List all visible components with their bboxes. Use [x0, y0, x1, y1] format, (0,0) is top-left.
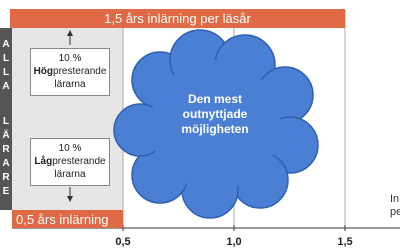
low-box: 10 % Lågpresterande lärarna — [30, 138, 110, 186]
percent: 10 % — [58, 53, 82, 64]
bold-part: Hög — [33, 66, 54, 77]
label: lärarna — [54, 169, 86, 180]
x-tick-label: 1,5 — [337, 236, 352, 248]
rest-part: presterande — [53, 66, 107, 77]
arrow-head — [67, 196, 73, 202]
high-box: 10 % Högpresterande lärarna — [30, 48, 110, 96]
cut-line: pe — [390, 206, 400, 218]
label: lärarna — [54, 79, 86, 90]
label: Högpresterande — [31, 65, 109, 78]
side-label: ALLA LÄRARE — [0, 28, 12, 210]
cut-line: In — [390, 193, 400, 205]
bottom-bar: 0,5 års inlärning — [12, 210, 123, 228]
x-tick-label: 0,5 — [115, 236, 130, 248]
bold-part: Låg — [34, 156, 53, 167]
cloud-text: Den mest outnyttjade möjligheten — [181, 92, 249, 136]
side-word: LÄRARE — [0, 115, 12, 200]
cloud — [113, 29, 319, 219]
top-bar: 1,5 års inlärning per läsår — [10, 9, 345, 28]
percent: 10 % — [58, 143, 82, 154]
x-tick-label: 1,0 — [226, 236, 241, 248]
side-word: ALLA — [0, 38, 12, 95]
label: Lågpresterande — [31, 155, 109, 168]
cut-text: In pe — [390, 193, 400, 219]
arrow-head — [67, 30, 73, 36]
rest-part: presterande — [52, 156, 106, 167]
